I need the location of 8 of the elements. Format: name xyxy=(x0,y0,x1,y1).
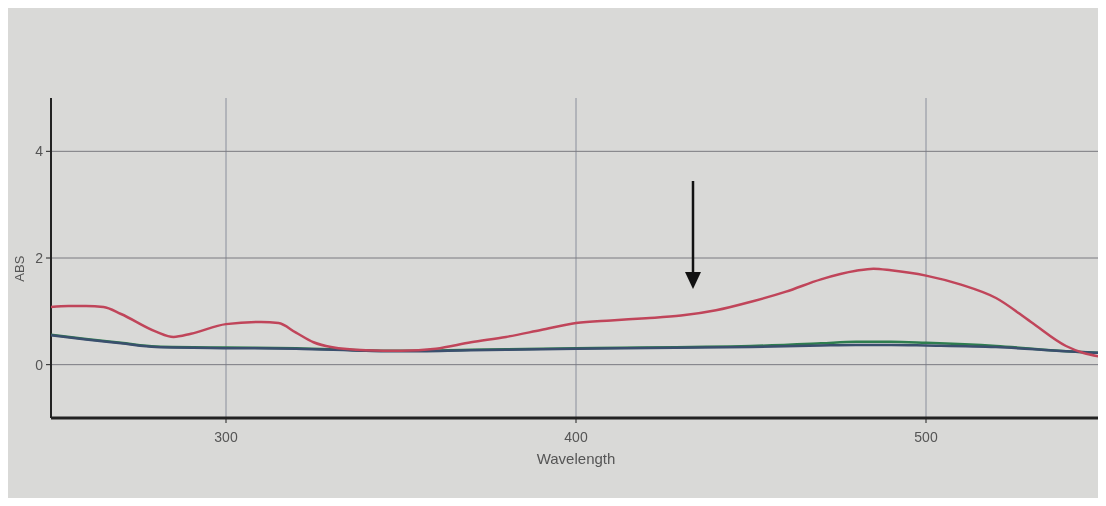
x-tick-label: 300 xyxy=(214,429,238,445)
y-tick-label: 4 xyxy=(35,143,44,160)
y-tick-label: 2 xyxy=(35,249,44,266)
y-axis-title: ABS xyxy=(12,255,27,282)
x-axis-title: Wavelength xyxy=(536,450,616,467)
x-tick-label: 400 xyxy=(564,429,588,445)
y-tick-label: 0 xyxy=(35,356,44,373)
x-tick-label: 500 xyxy=(914,429,938,445)
